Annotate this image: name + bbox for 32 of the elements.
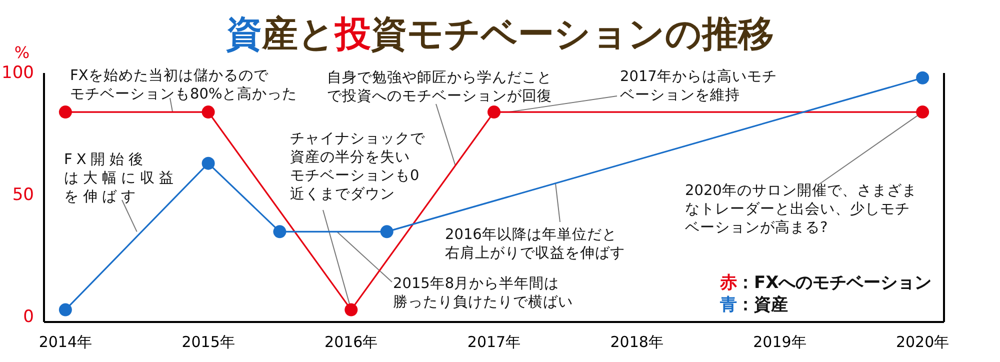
point [380, 225, 394, 238]
point [916, 71, 930, 84]
y-tick-label: 100 [2, 63, 34, 83]
point [273, 225, 286, 238]
annotation: チャイナショックで資産の半分を失いモチベーションも0近くまでダウン [290, 131, 426, 202]
point [916, 106, 930, 119]
text: 赤：FXへのモチベーション [719, 273, 932, 293]
y-tick-label: 0 [23, 307, 34, 328]
x-tick-label: 2017年 [467, 333, 521, 351]
point [344, 303, 358, 316]
annotation: FXを始めた当初は儲かるのでモチベーションも80%と高かった [70, 67, 298, 102]
annotation: 自身で勉強や師匠から学んだことで投資へのモチベーションが回復 [327, 69, 552, 104]
annotation: FX開始後は大幅に収益を伸ばす [64, 151, 178, 205]
x-tick-label: 2015年 [182, 333, 235, 351]
y-tick-label: 50 [12, 185, 34, 206]
x-tick-label: 2016年 [324, 333, 378, 351]
point [202, 106, 215, 119]
y-axis-title: % [14, 43, 30, 62]
point [58, 303, 72, 316]
point [58, 106, 72, 119]
point [488, 106, 500, 119]
annotation: 2015年8月から半年間は勝ったり負けたりで横ばい [393, 275, 573, 310]
chart-title: 資産と投資モチベーションの推移 [226, 14, 774, 55]
annotation: 2020年のサロン開催で、さまざまなトレーダーと出会い、少しモチベーションが高まる? [685, 182, 917, 236]
x-tick-label: 2018年 [610, 333, 664, 351]
x-tick-label: 2014年 [38, 333, 92, 351]
x-tick-label: 2019年 [753, 333, 806, 351]
text: 青：資産 [719, 295, 788, 315]
point [202, 156, 215, 170]
annotation: 2017年からは高いモチベーションを維持 [620, 68, 777, 104]
annotation: 2016年以降は年単位だと右肩上がりで収益を伸ばす [445, 226, 625, 262]
x-tick-label: 2020年 [896, 333, 950, 351]
